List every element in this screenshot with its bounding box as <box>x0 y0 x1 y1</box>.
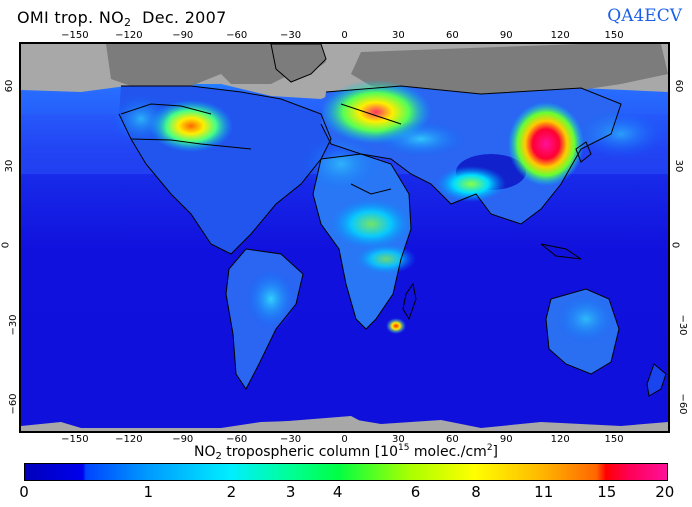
lon-tick-label: −60 <box>226 30 247 41</box>
lon-tick-label: −120 <box>115 30 142 41</box>
lon-tick-label: 0 <box>341 30 347 41</box>
axis-title-no: NO <box>194 444 216 460</box>
world-map <box>19 42 670 433</box>
colorbar-axis-title: NO2 tropospheric column [1015 molec./cm2… <box>0 443 692 462</box>
colorbar-tick-label: 4 <box>333 483 343 501</box>
lon-tick-label: 150 <box>605 30 624 41</box>
hotspot-south-africa <box>386 318 406 334</box>
map-title: OMI trop. NO2 Dec. 2007 <box>17 8 227 29</box>
axis-title-unit: molec./cm <box>409 444 486 460</box>
brand-logo-text: QA4ECV <box>607 6 682 26</box>
lon-tick-label: 30 <box>392 30 405 41</box>
colorbar-tick-label: 3 <box>286 483 296 501</box>
hotspot-east-china <box>508 102 584 186</box>
lon-tick-label: 60 <box>446 30 459 41</box>
colorbar-tick-label: 6 <box>411 483 421 501</box>
lat-tick-label: 0 <box>1 242 12 248</box>
colorbar-tick-label: 20 <box>655 483 674 501</box>
lon-tick-label: 120 <box>551 30 570 41</box>
axis-title-exponent: 15 <box>398 443 409 453</box>
lat-tick-label: −30 <box>8 314 19 335</box>
title-date: Dec. 2007 <box>131 8 226 27</box>
lat-tick-label: −60 <box>8 394 19 415</box>
colorbar <box>24 463 668 481</box>
no2-map-canvas <box>21 44 668 431</box>
lat-tick-label: 30 <box>4 160 15 173</box>
colorbar-tick-label: 15 <box>597 483 616 501</box>
lon-tick-label: −30 <box>280 30 301 41</box>
lat-tick-label: 60 <box>673 80 684 93</box>
lat-tick-label: 30 <box>673 160 684 173</box>
title-prefix: OMI trop. NO <box>17 8 124 27</box>
lon-tick-label: 90 <box>500 30 513 41</box>
axis-title-mid: tropospheric column [10 <box>222 444 398 460</box>
hotspot-india <box>436 166 506 202</box>
colorbar-tick-label: 2 <box>227 483 237 501</box>
lat-tick-label: 0 <box>670 242 681 248</box>
lon-tick-label: −90 <box>172 30 193 41</box>
colorbar-tick-label: 8 <box>471 483 481 501</box>
colorbar-tick-label: 1 <box>144 483 154 501</box>
colorbar-tick-label: 0 <box>19 483 29 501</box>
lat-tick-label: −60 <box>677 394 688 415</box>
lon-tick-label: −150 <box>61 30 88 41</box>
colorbar-tick-label: 11 <box>534 483 553 501</box>
lat-tick-label: −30 <box>677 314 688 335</box>
lat-tick-label: 60 <box>4 80 15 93</box>
axis-title-end: ] <box>493 444 498 460</box>
